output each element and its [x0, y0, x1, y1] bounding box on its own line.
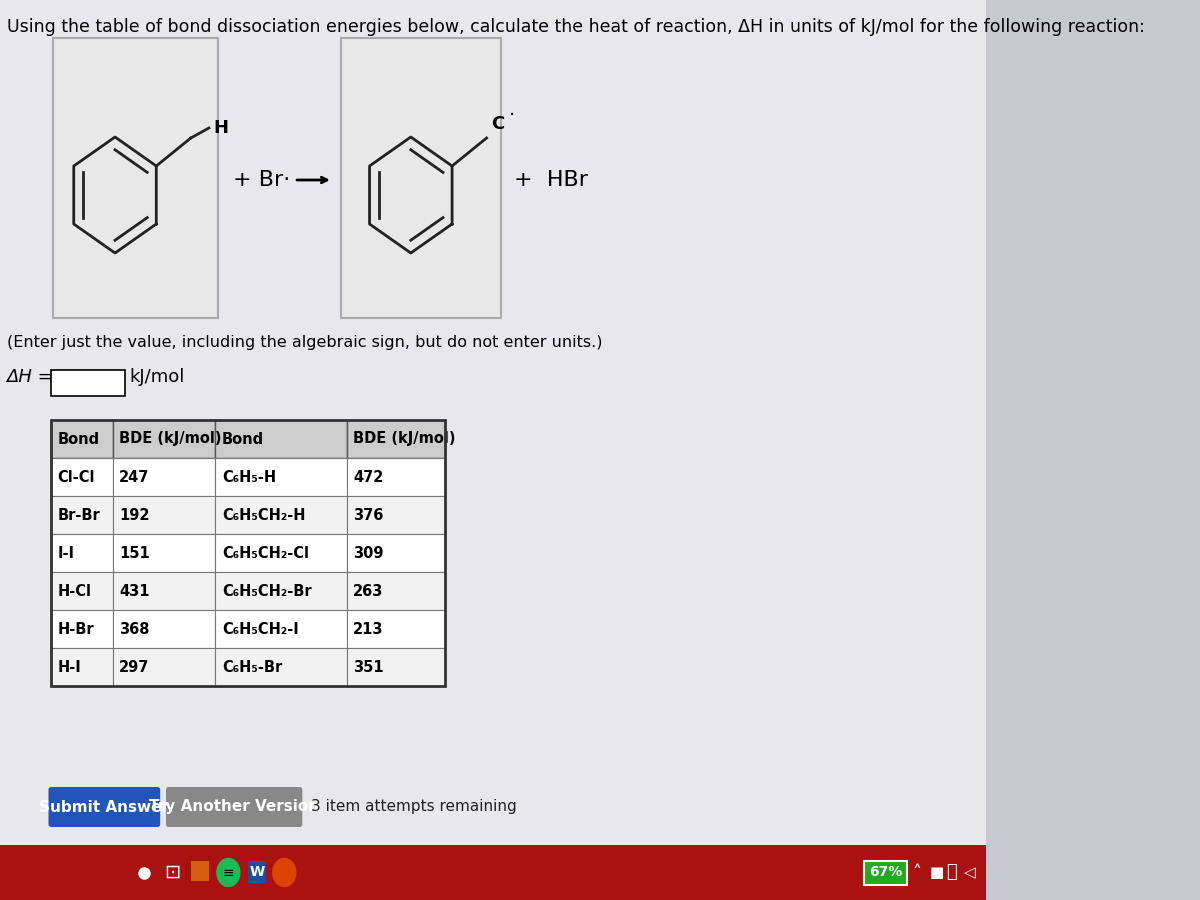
Text: 376: 376 [353, 508, 384, 523]
Text: 431: 431 [119, 583, 150, 599]
Circle shape [217, 859, 240, 886]
Text: 151: 151 [119, 545, 150, 561]
Text: C₆H₅-Br: C₆H₅-Br [222, 660, 282, 674]
Text: 472: 472 [353, 470, 384, 484]
Text: C: C [491, 115, 504, 133]
Bar [50, 534, 113, 572]
Text: BDE (kJ/mol): BDE (kJ/mol) [119, 431, 222, 446]
Bar [50, 572, 113, 610]
Text: BDE (kJ/mol): BDE (kJ/mol) [353, 431, 456, 446]
Bar [215, 648, 347, 686]
Bar [54, 38, 217, 318]
Text: C₆H₅CH₂-I: C₆H₅CH₂-I [222, 622, 299, 636]
Bar [215, 534, 347, 572]
Text: +  HBr: + HBr [514, 170, 588, 190]
Text: Try Another Version: Try Another Version [149, 799, 319, 815]
Text: C₆H₅-H: C₆H₅-H [222, 470, 276, 484]
Bar [50, 648, 113, 686]
Text: Cl-Cl: Cl-Cl [58, 470, 95, 484]
Text: + Br·: + Br· [233, 170, 289, 190]
Bar [215, 496, 347, 534]
Text: H-I: H-I [58, 660, 82, 674]
Text: H-Br: H-Br [58, 622, 94, 636]
Bar [347, 420, 445, 458]
Bar [341, 38, 502, 318]
Bar [191, 860, 209, 880]
Text: kJ/mol: kJ/mol [130, 368, 185, 386]
Bar [347, 534, 445, 572]
FancyBboxPatch shape [48, 787, 161, 827]
Bar [113, 572, 215, 610]
Bar [50, 458, 113, 496]
Text: 297: 297 [119, 660, 150, 674]
Bar [215, 458, 347, 496]
Text: ◁: ◁ [964, 865, 976, 880]
Bar [113, 610, 215, 648]
Bar [864, 860, 907, 885]
Text: C₆H₅CH₂-H: C₆H₅CH₂-H [222, 508, 305, 523]
Text: ΔH =: ΔH = [6, 368, 53, 386]
Text: Br-Br: Br-Br [58, 508, 101, 523]
FancyBboxPatch shape [166, 787, 302, 827]
Text: H: H [212, 119, 228, 137]
Text: ˄: ˄ [912, 863, 922, 881]
Bar [50, 420, 445, 686]
Bar [50, 610, 113, 648]
Bar [347, 648, 445, 686]
Bar [347, 458, 445, 496]
Bar [113, 648, 215, 686]
Text: ⊡: ⊡ [164, 863, 181, 882]
Bar [347, 572, 445, 610]
Text: Bond: Bond [222, 431, 264, 446]
Circle shape [272, 859, 295, 886]
Text: 351: 351 [353, 660, 384, 674]
Text: C₆H₅CH₂-Br: C₆H₅CH₂-Br [222, 583, 312, 599]
Text: ≡: ≡ [222, 866, 234, 879]
Text: 309: 309 [353, 545, 384, 561]
Text: H-Cl: H-Cl [58, 583, 91, 599]
Bar [113, 458, 215, 496]
Text: 213: 213 [353, 622, 384, 636]
Bar [50, 496, 113, 534]
Text: ·: · [509, 106, 515, 125]
Bar [0, 845, 986, 900]
Text: 368: 368 [119, 622, 150, 636]
Bar [50, 370, 125, 396]
Text: Submit Answer: Submit Answer [40, 799, 169, 815]
Bar [215, 610, 347, 648]
Text: (Enter just the value, including the algebraic sign, but do not enter units.): (Enter just the value, including the alg… [6, 335, 602, 350]
Text: Using the table of bond dissociation energies below, calculate the heat of react: Using the table of bond dissociation ene… [6, 18, 1145, 36]
Text: W: W [250, 866, 265, 879]
Text: ■: ■ [930, 865, 944, 880]
Text: 《: 《 [946, 863, 956, 881]
Bar [215, 572, 347, 610]
Text: 192: 192 [119, 508, 150, 523]
Bar [113, 496, 215, 534]
Bar [215, 420, 347, 458]
Text: C₆H₅CH₂-Cl: C₆H₅CH₂-Cl [222, 545, 308, 561]
Text: 263: 263 [353, 583, 384, 599]
Bar [248, 860, 266, 883]
Text: 3 item attempts remaining: 3 item attempts remaining [311, 799, 516, 815]
Text: 67%: 67% [869, 866, 902, 879]
Bar [50, 420, 113, 458]
Bar [347, 610, 445, 648]
Text: I-I: I-I [58, 545, 74, 561]
Text: Bond: Bond [58, 431, 100, 446]
Bar [347, 496, 445, 534]
Bar [113, 534, 215, 572]
Text: 247: 247 [119, 470, 150, 484]
Bar [113, 420, 215, 458]
